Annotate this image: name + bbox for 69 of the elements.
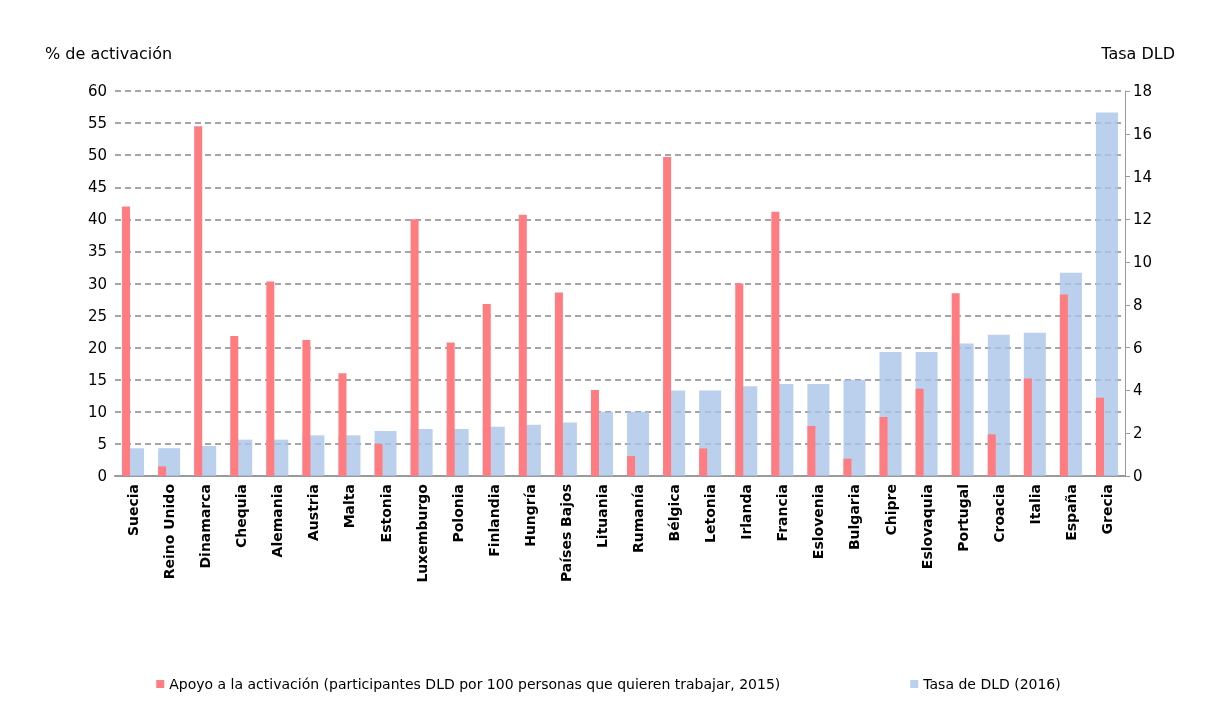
y-tick-label: 5 [97,434,107,453]
x-tick-label: Lituania [593,484,610,549]
legend-label: Tasa de DLD (2016) [922,676,1061,692]
x-tick-label: Chequia [233,484,250,548]
bar [1023,378,1032,476]
y-tick-label: 0 [97,467,107,485]
y-tick-label: 10 [87,402,107,421]
x-tick-label: Chipre [882,484,899,536]
y2-axis-title: Tasa DLD [1100,43,1175,63]
x-tick-label: Irlanda [738,484,755,540]
x-tick-label: Portugal [954,484,971,552]
y2-tick-label: 14 [1133,167,1153,186]
x-tick-label: Países Bajos [557,484,574,583]
x-tick-label: Alemania [269,484,286,558]
bar [879,416,888,476]
bar [627,456,636,476]
y-axis-title: % de activación [45,43,173,63]
y-tick-label: 45 [87,178,107,197]
y2-tick-label: 16 [1133,124,1153,143]
x-tick-label: Eslovaquia [918,484,935,570]
x-tick-label: Bélgica [666,484,683,542]
x-tick-label: Malta [341,484,358,529]
y-tick-label: 50 [87,146,107,165]
y-tick-label: 35 [87,242,107,261]
x-tick-label: Eslovenia [810,484,827,560]
bar [1095,112,1118,476]
y2-tick-label: 18 [1133,82,1153,100]
x-tick-label: Letonia [702,484,719,543]
y-tick-label: 20 [87,338,107,357]
y2-tick-label: 10 [1133,253,1153,272]
y2-tick-label: 8 [1133,295,1143,314]
y2-tick-label: 4 [1133,381,1143,400]
bar [843,458,852,476]
x-tick-label: Grecia [1098,484,1115,535]
y-tick-label: 30 [87,274,107,293]
x-tick-label: Luxemburgo [413,483,430,583]
bar [699,448,708,476]
x-tick-label: Rumanía [630,484,647,553]
x-tick-label: Estonia [377,484,394,543]
x-tick-label: Italia [1026,484,1043,525]
bar [122,206,131,476]
y-tick-label: 15 [87,370,107,389]
x-tick-label: España [1062,484,1079,541]
x-tick-label: Croacia [990,484,1007,543]
x-tick-label: Suecia [125,484,142,537]
y2-tick-label: 6 [1133,338,1143,357]
bar [1095,397,1104,476]
x-tick-label: Finlandia [485,484,502,557]
bar [843,379,866,476]
y-tick-label: 25 [87,306,107,325]
bar [807,425,816,476]
x-tick-label: Reino Unido [161,483,178,580]
y2-tick-label: 12 [1133,210,1153,229]
bar [374,443,383,476]
bar [158,466,167,476]
x-tick-label: Bulgaria [846,484,863,551]
x-tick-label: Dinamarca [197,484,214,569]
bar [987,434,996,476]
y-tick-label: 40 [87,210,107,229]
x-tick-label: Francia [774,484,791,542]
y2-tick-label: 0 [1133,467,1143,485]
y-tick-label: 60 [87,82,107,100]
y-tick-label: 55 [87,114,107,133]
x-tick-label: Hungría [521,484,538,547]
x-tick-label: Polonia [449,484,466,543]
x-tick-label: Austria [305,484,322,541]
legend-label: Apoyo a la activación (participantes DLD por 100 personas que quieren trabajar, 2015) [169,676,781,692]
bar [915,388,924,476]
y2-tick-label: 2 [1133,424,1143,443]
